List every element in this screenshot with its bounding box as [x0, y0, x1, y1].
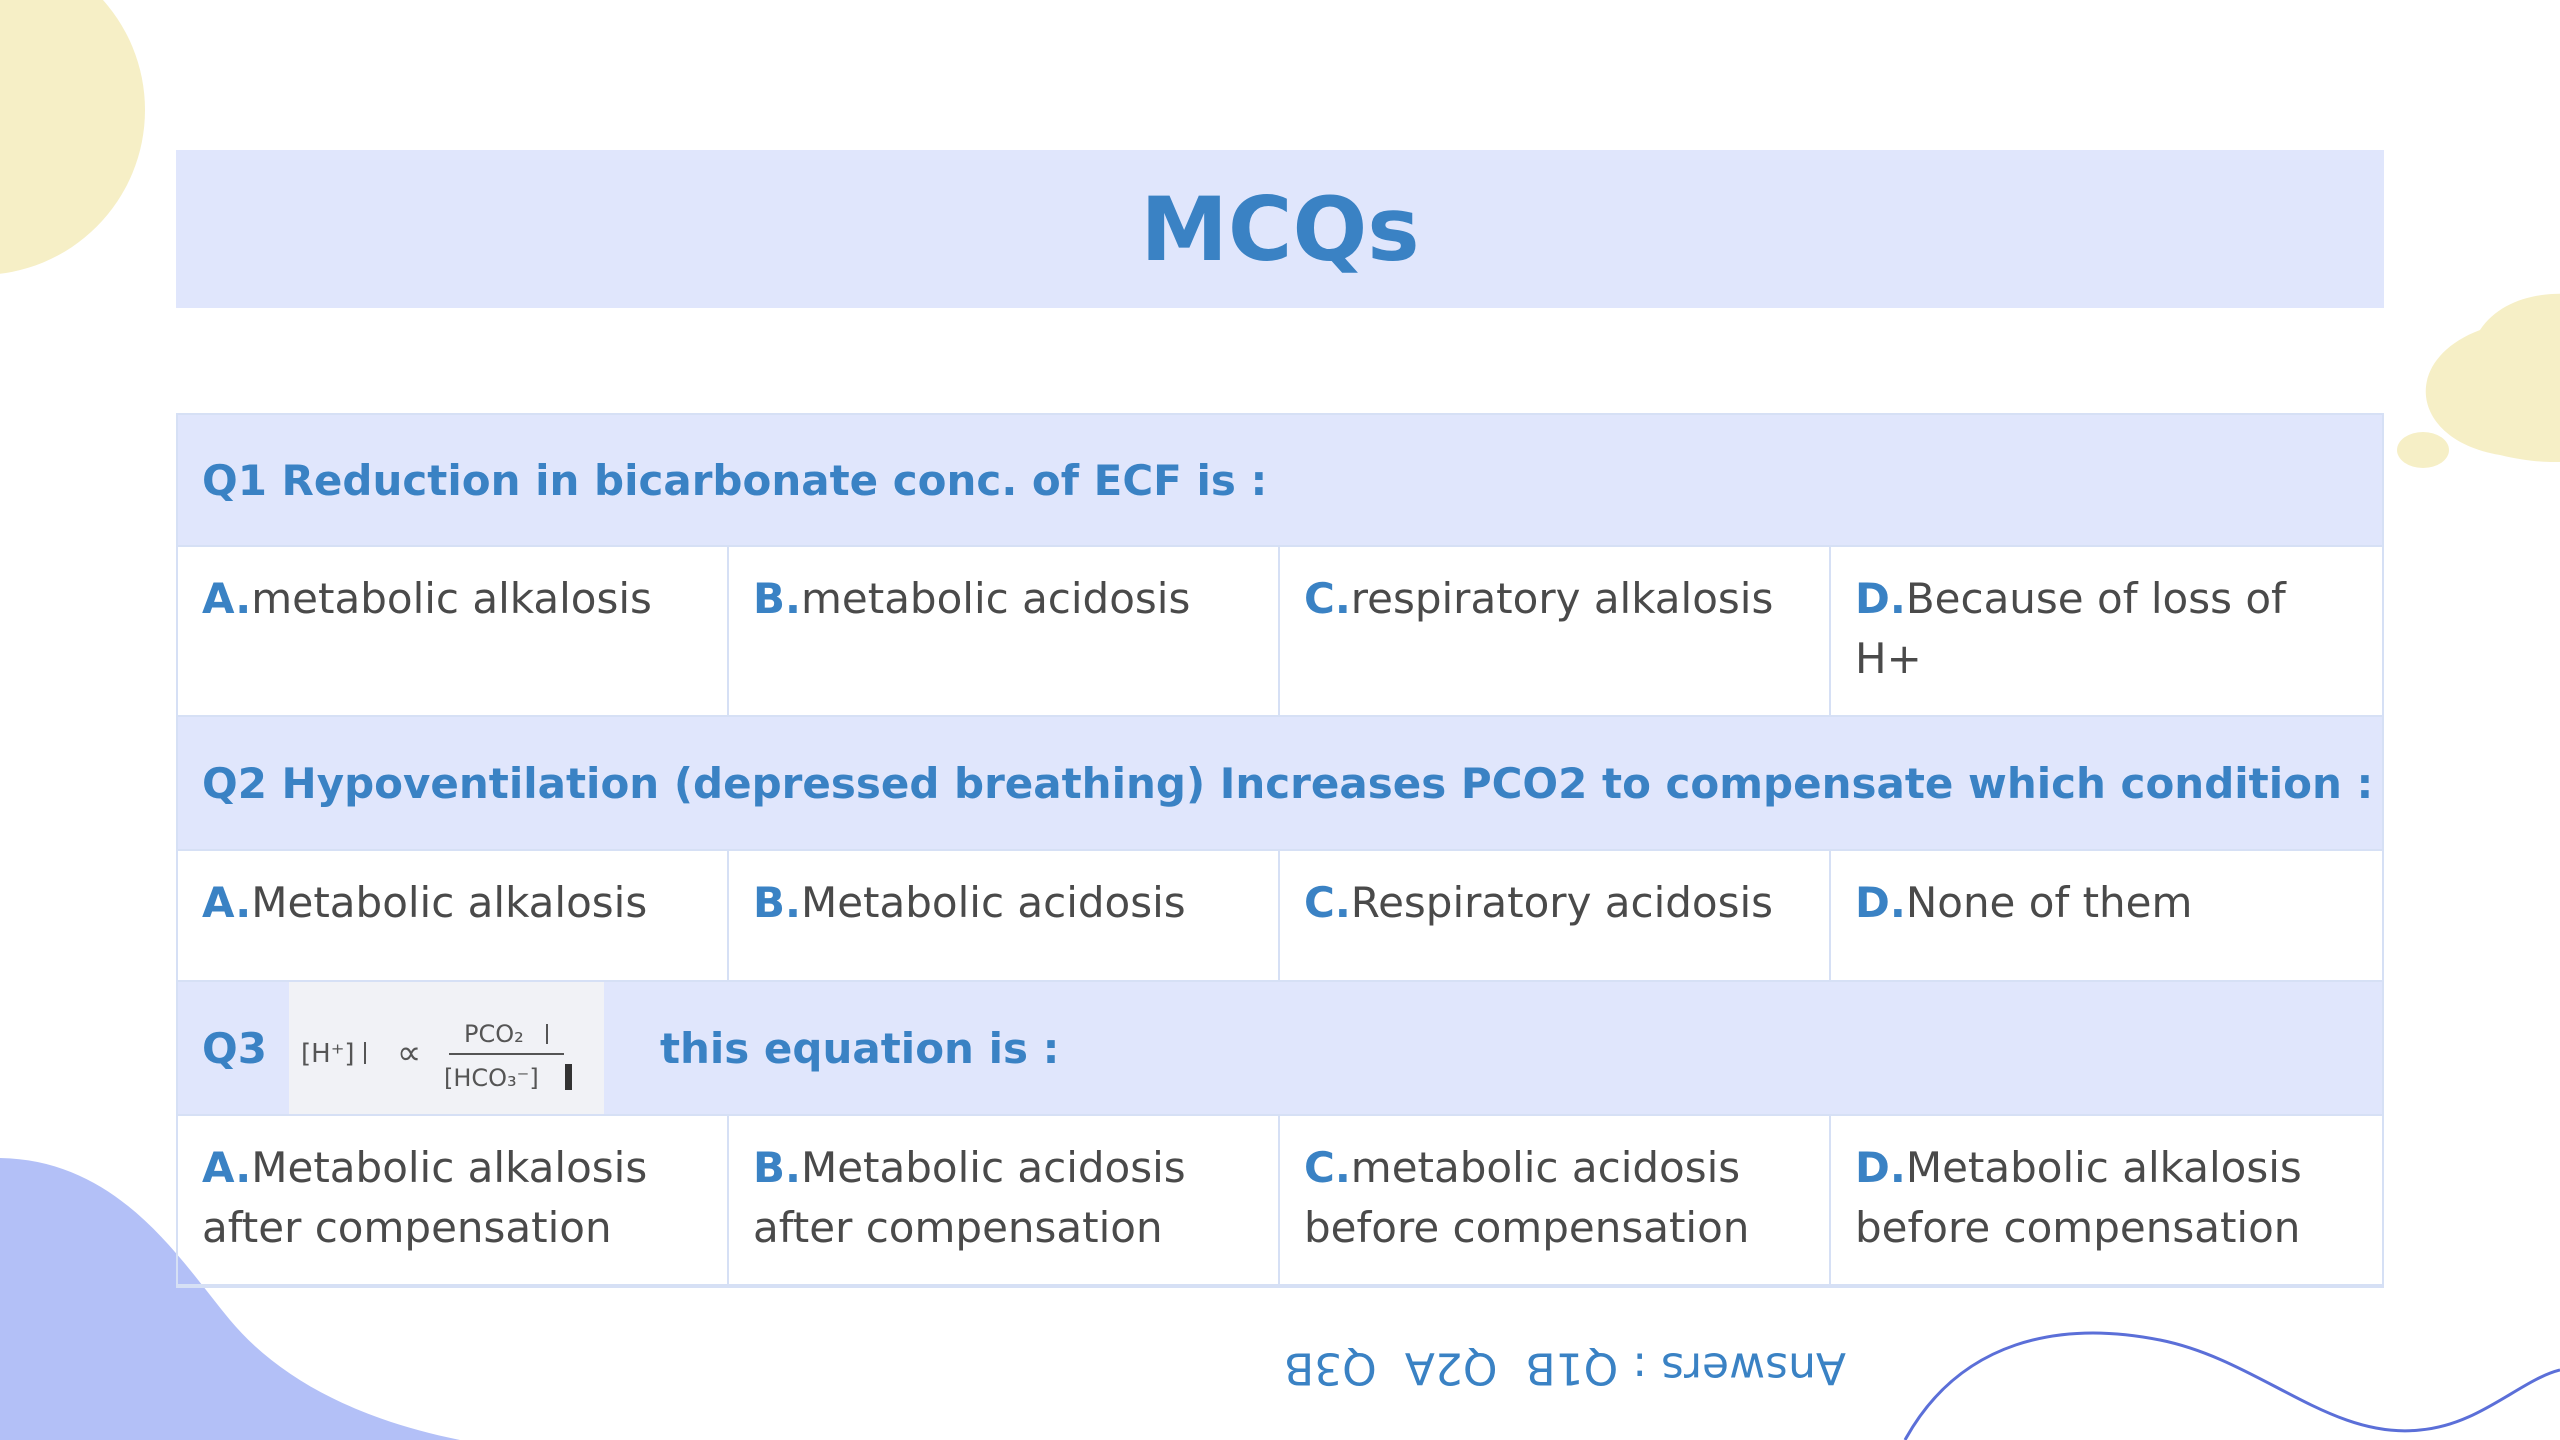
question-text: Q2 Hypoventilation (depressed breathing)… [202, 758, 2374, 808]
option: B.Metabolic acidosis [729, 851, 1280, 980]
option-text: Metabolic acidosis after compensation [753, 1143, 1186, 1252]
option-letter: B. [753, 574, 801, 623]
answers: Answers : Q1B Q2A Q3B [1283, 1342, 1847, 1394]
option-letter: A. [202, 878, 252, 927]
question-header: Q1 Reduction in bicarbonate conc. of ECF… [178, 415, 2382, 547]
question-text: Q3 [202, 1023, 267, 1073]
yellow-blob [2425, 293, 2560, 462]
option: A.Metabolic alkalosis [178, 851, 729, 980]
equation-image: [H⁺] ∝ PCO₂ [HCO₃⁻] [288, 982, 604, 1114]
option-text: metabolic acidosis before compensation [1304, 1143, 1750, 1252]
option-text: Respiratory acidosis [1350, 878, 1774, 927]
option-letter: B. [753, 1143, 801, 1192]
option: C.metabolic acidosis before compensation [1280, 1116, 1831, 1284]
option-letter: C. [1304, 574, 1351, 623]
yellow-dot [2397, 432, 2449, 468]
question-text: Q1 Reduction in bicarbonate conc. of ECF… [202, 455, 1268, 505]
eq-denominator: [HCO₃⁻] [444, 1064, 539, 1092]
option: B.Metabolic acidosis after compensation [729, 1116, 1280, 1284]
option-text: Metabolic acidosis [800, 878, 1186, 927]
options-row: A.Metabolic alkalosis B.Metabolic acidosi… [178, 851, 2382, 982]
curve-line [1903, 1331, 2560, 1440]
option-text: None of them [1905, 878, 2193, 927]
title-bar: MCQs [176, 150, 2384, 308]
arrow [564, 1064, 572, 1090]
option-letter: A. [202, 574, 252, 623]
option: A.Metabolic alkalosis after compensation [178, 1116, 729, 1284]
option-letter: B. [753, 878, 801, 927]
yellow-blob [0, 0, 145, 274]
option-letter: C. [1304, 1143, 1351, 1192]
option: B.metabolic acidosis [729, 547, 1280, 715]
options-row: A.Metabolic alkalosis after compensation… [178, 1116, 2382, 1286]
option: C.respiratory alkalosis [1280, 547, 1831, 715]
option-text: Because of loss of H+ [1855, 574, 2286, 683]
option-text: Metabolic alkalosis [251, 878, 648, 927]
option-text: respiratory alkalosis [1350, 574, 1774, 623]
title: MCQs [1140, 177, 1420, 281]
option: C.Respiratory acidosis [1280, 851, 1831, 980]
option-letter: D. [1855, 878, 1906, 927]
option-text: Metabolic alkalosis after compensation [202, 1143, 648, 1252]
eq-numerator: PCO₂ [464, 1020, 524, 1048]
eq-relation: ∝ [397, 1033, 421, 1073]
option: A.metabolic alkalosis [178, 547, 729, 715]
question-header: Q3 [H⁺] ∝ PCO₂ [HCO₃⁻] this equation is : [178, 982, 2382, 1116]
option-text: metabolic acidosis [800, 574, 1191, 623]
option: D.Because of loss of H+ [1831, 547, 2382, 715]
blue-blob [0, 1158, 460, 1440]
question-header: Q2 Hypoventilation (depressed breathing)… [178, 717, 2382, 851]
option-letter: C. [1304, 878, 1351, 927]
mcq-table: Q1 Reduction in bicarbonate conc. of ECF… [176, 413, 2384, 1288]
options-row: A.metabolic alkalosis B.metabolic acidosi… [178, 547, 2382, 717]
option-letter: A. [202, 1143, 252, 1192]
option-letter: D. [1855, 574, 1906, 623]
option-text: Metabolic alkalosis before compensation [1855, 1143, 2302, 1252]
option-letter: D. [1855, 1143, 1906, 1192]
option: D.Metabolic alkalosis before compensatio… [1831, 1116, 2382, 1284]
question-text: this equation is : [659, 1023, 1060, 1073]
equation: [H⁺] ∝ PCO₂ [HCO₃⁻] [301, 1020, 572, 1092]
option-text: metabolic alkalosis [251, 574, 652, 623]
eq-left: [H⁺] [301, 1039, 355, 1069]
option: D.None of them [1831, 851, 2382, 980]
